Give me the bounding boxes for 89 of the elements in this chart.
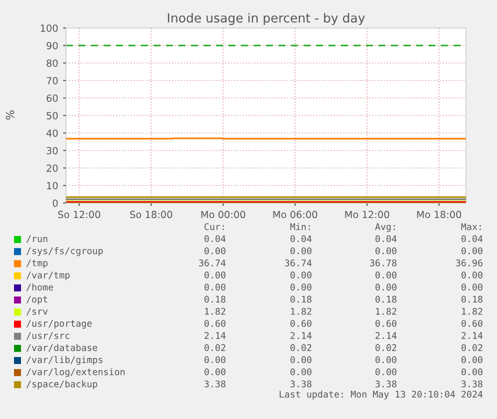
- legend-label: /usr/src: [26, 332, 70, 340]
- chart-title: Inode usage in percent - by day: [168, 12, 365, 26]
- text: 0.00: [376, 368, 396, 376]
- text: 0.00: [462, 368, 482, 376]
- text: 0.60: [290, 320, 312, 327]
- text: 0.00: [204, 272, 226, 278]
- text: 0.04: [290, 235, 312, 242]
- text: 0.60: [376, 320, 396, 327]
- text: 0.02: [462, 344, 482, 352]
- text: 0.00: [462, 247, 482, 254]
- text: 3.38: [376, 380, 396, 388]
- text: Max:: [461, 223, 481, 230]
- text: 0.00: [462, 272, 482, 278]
- y-tick-label: 90: [46, 42, 58, 50]
- legend-label: /tmp: [26, 260, 48, 268]
- y-tick-label: 100: [40, 24, 58, 32]
- legend-label: /sys/fs/cgroup: [26, 247, 103, 256]
- text: 36.78: [370, 259, 396, 266]
- text: 3.38: [290, 380, 312, 388]
- text: 36.74: [199, 259, 226, 266]
- text: 0.00: [204, 356, 226, 364]
- text: 2.14: [290, 332, 312, 339]
- y-tick-label: 10: [47, 182, 58, 190]
- text: 0.18: [376, 296, 396, 303]
- text: 0.00: [462, 356, 482, 364]
- text: Cur:: [204, 223, 224, 230]
- x-tick-label: Mo 06:00: [273, 210, 318, 218]
- text: 0.04: [462, 235, 483, 242]
- text: Last update: Mon May 13 20:10:04 2024: [280, 390, 483, 400]
- text: 0.02: [290, 344, 312, 352]
- text: 0.00: [376, 247, 396, 254]
- legend-label: /usr/portage: [26, 320, 92, 329]
- text: 0.02: [376, 344, 396, 352]
- y-tick-label: 0: [52, 199, 58, 207]
- text: 0.18: [204, 296, 226, 303]
- text: 2.14: [204, 332, 226, 339]
- text: 0.18: [462, 296, 482, 303]
- text: 0.00: [290, 247, 312, 254]
- y-tick-label: 50: [46, 112, 58, 120]
- text: 36.74: [285, 259, 312, 266]
- text: 0.00: [290, 284, 312, 291]
- legend-label: /var/lib/gimps: [26, 356, 102, 365]
- text: 0.00: [376, 284, 396, 291]
- legend-label: /var/database: [26, 344, 98, 352]
- x-tick-label: Mo 00:00: [201, 210, 246, 218]
- legend-label: /var/tmp: [26, 272, 70, 280]
- text: Avg:: [375, 223, 395, 232]
- text: 0.00: [376, 272, 396, 278]
- text: 0.00: [376, 356, 396, 364]
- text: 0.00: [290, 368, 312, 376]
- x-tick-label: So 12:00: [58, 210, 100, 218]
- y-tick-label: 30: [46, 146, 58, 154]
- y-tick-label: 70: [46, 76, 58, 84]
- x-tick-label: Mo 12:00: [345, 210, 390, 218]
- y-tick-label: 80: [46, 59, 58, 67]
- text: 2.14: [462, 332, 483, 339]
- x-tick-label: Mo 18:00: [417, 210, 462, 218]
- text: 0.60: [462, 320, 482, 327]
- text: 0.60: [204, 320, 226, 327]
- text: 3.38: [204, 380, 226, 388]
- legend-label: /space/backup: [26, 380, 98, 390]
- text: 0.00: [290, 272, 312, 278]
- x-tick-label: So 18:00: [130, 210, 172, 218]
- y-tick-label: 20: [46, 164, 58, 172]
- text: 1.82: [291, 308, 312, 315]
- text: 1.82: [462, 308, 482, 315]
- text: 0.00: [204, 247, 226, 254]
- text: 3.38: [462, 380, 482, 388]
- text: 0.00: [290, 356, 312, 364]
- text: 0.02: [204, 344, 226, 352]
- text: 0.04: [376, 235, 397, 242]
- text: 0.00: [462, 284, 482, 291]
- text: 2.14: [376, 332, 397, 339]
- legend-label: /var/log/extension: [26, 368, 125, 378]
- y-axis-title: %: [6, 110, 14, 120]
- text: Min:: [290, 223, 310, 230]
- y-tick-label: 40: [46, 129, 58, 137]
- text: 36.96: [456, 259, 482, 266]
- legend-label: /srv: [26, 308, 48, 316]
- text: 0.18: [290, 296, 312, 303]
- legend-label: /run: [26, 235, 48, 243]
- text: 0.00: [204, 284, 226, 291]
- text: 1.82: [205, 308, 226, 315]
- legend-label: /home: [26, 283, 54, 292]
- text: 0.04: [204, 235, 226, 242]
- text: 1.82: [376, 308, 396, 315]
- legend-label: /opt: [26, 296, 48, 304]
- y-tick-label: 60: [46, 94, 58, 102]
- text: 0.00: [204, 368, 226, 376]
